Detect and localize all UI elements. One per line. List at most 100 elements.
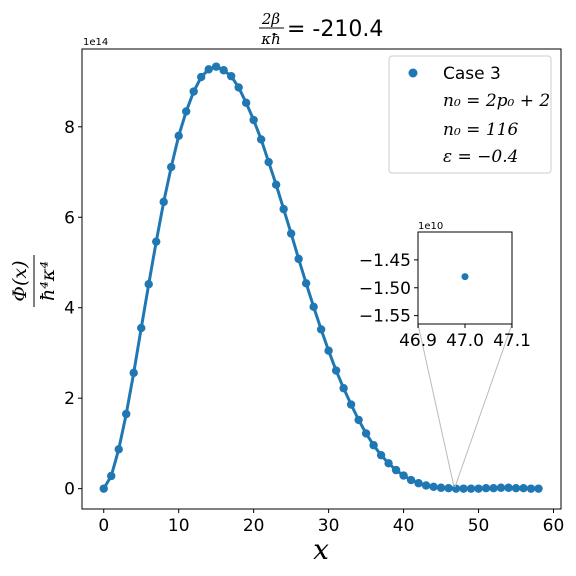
- data-point: [324, 346, 333, 355]
- legend-marker: [408, 68, 418, 78]
- data-point: [271, 180, 281, 189]
- data-point: [144, 280, 153, 289]
- inset-y-tick-label: −1.50: [359, 279, 411, 299]
- data-point: [391, 465, 401, 475]
- data-point: [429, 482, 438, 492]
- data-point: [504, 483, 513, 492]
- y-tick-label: 0: [64, 480, 75, 500]
- x-tick-label: 0: [98, 516, 109, 536]
- y-tick-label: 8: [64, 118, 75, 138]
- data-point: [279, 204, 288, 214]
- data-point: [466, 484, 476, 493]
- data-point: [99, 484, 108, 493]
- data-point: [107, 471, 116, 481]
- inset-y-tick-label: −1.55: [359, 307, 411, 327]
- inset-y-tick-label: −1.45: [359, 251, 411, 271]
- y-label-numerator: Φ(x): [9, 260, 31, 301]
- data-point: [496, 483, 506, 492]
- legend-line-3: ε = −0.4: [443, 147, 518, 167]
- chart-title: 2β κħ = -210.4: [259, 10, 383, 48]
- y-tick-label: 6: [64, 208, 75, 228]
- data-point: [316, 325, 326, 334]
- title-fraction-numerator: 2β: [261, 10, 281, 28]
- inset-axis-ticks: 46.9 47.0 47.1 −1.45 −1.50 −1.55: [359, 251, 531, 351]
- data-point: [249, 115, 258, 125]
- data-point: [474, 484, 483, 493]
- data-point: [226, 71, 236, 81]
- y-offset-text: 1e14: [83, 37, 108, 48]
- data-point: [534, 484, 543, 493]
- data-point: [256, 135, 266, 144]
- inset-chart: 1e10 46.9 47.0 47.1 −1.45 −1.50 −1.55: [359, 221, 531, 351]
- data-point: [369, 441, 378, 450]
- x-tick-label: 40: [393, 516, 415, 536]
- data-point: [459, 484, 468, 493]
- legend-box: [388, 55, 552, 174]
- data-point: [361, 429, 371, 438]
- data-point: [346, 400, 356, 409]
- data-point: [384, 459, 393, 468]
- data-point: [436, 483, 446, 492]
- inset-connector-lines: [417, 323, 513, 488]
- inset-connector-right: [454, 323, 513, 488]
- data-point: [234, 83, 243, 92]
- data-point: [399, 471, 408, 480]
- data-point: [114, 445, 123, 454]
- data-point: [519, 483, 528, 493]
- data-point: [241, 98, 251, 108]
- data-point: [174, 131, 183, 141]
- inset-x-tick-label: 47.1: [493, 331, 531, 351]
- data-point: [421, 481, 431, 490]
- data-point: [182, 107, 191, 116]
- data-point: [451, 484, 461, 493]
- inset-plot-area: [461, 273, 469, 281]
- data-point: [286, 229, 296, 238]
- data-point: [189, 87, 198, 96]
- legend: Case 3 n₀ = 2p₀ + 2 n₀ = 116 ε = −0.4: [388, 55, 552, 174]
- data-point: [406, 475, 416, 485]
- x-tick-label: 60: [543, 516, 565, 536]
- legend-line-1: n₀ = 2p₀ + 2: [443, 91, 550, 111]
- legend-line-2: n₀ = 116: [443, 120, 518, 140]
- data-point: [159, 197, 168, 207]
- main-axes-frame: [81, 48, 562, 510]
- x-tick-label: 50: [468, 516, 490, 536]
- data-point: [481, 483, 491, 493]
- x-tick-label: 30: [318, 516, 340, 536]
- data-point: [167, 162, 176, 172]
- y-tick-label: 4: [64, 299, 75, 319]
- inset-offset-text: 1e10: [418, 221, 443, 232]
- data-point: [294, 254, 303, 264]
- data-point: [414, 479, 423, 488]
- data-point: [511, 483, 521, 493]
- y-label-denominator: ħ⁴κ⁴: [37, 261, 59, 301]
- data-point: [137, 323, 146, 333]
- x-tick-label: 10: [168, 516, 190, 536]
- data-point: [196, 72, 206, 82]
- data-point: [339, 384, 348, 393]
- y-tick-label: 2: [64, 389, 75, 409]
- data-point: [211, 62, 221, 71]
- data-point: [264, 157, 273, 167]
- inset-data-point: [461, 273, 469, 281]
- data-point: [309, 302, 318, 312]
- inset-connector-left: [417, 323, 455, 488]
- y-axis-label: Φ(x) ħ⁴κ⁴: [9, 255, 59, 307]
- legend-series-label: Case 3: [443, 64, 501, 84]
- data-point: [301, 279, 311, 288]
- data-point: [152, 237, 161, 246]
- data-point: [331, 366, 341, 375]
- inset-x-tick-label: 46.9: [399, 331, 437, 351]
- inset-x-tick-label: 47.0: [446, 331, 484, 351]
- data-point: [204, 65, 213, 74]
- main-axis-ticks: 0 10 20 30 40 50 60 0 2 4 6 8: [64, 118, 564, 536]
- x-axis-label: x: [313, 533, 329, 566]
- data-point: [526, 484, 536, 493]
- data-point: [376, 450, 386, 460]
- main-plot-area: [99, 62, 543, 493]
- data-point: [129, 368, 138, 378]
- data-point: [354, 415, 363, 425]
- title-value: = -210.4: [287, 17, 383, 42]
- x-tick-label: 20: [243, 516, 265, 536]
